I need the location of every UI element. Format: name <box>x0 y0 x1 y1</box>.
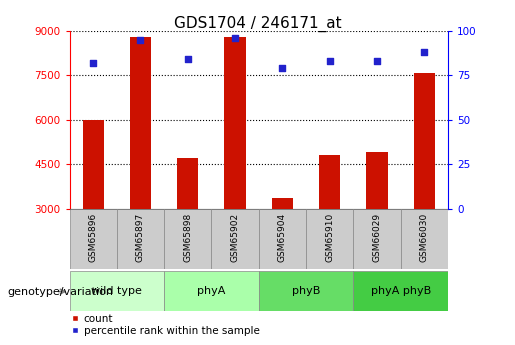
Text: GSM65904: GSM65904 <box>278 213 287 262</box>
Point <box>420 50 428 55</box>
Bar <box>306 209 353 269</box>
Text: GSM65902: GSM65902 <box>231 213 239 262</box>
Bar <box>414 72 435 209</box>
Bar <box>367 152 388 209</box>
Bar <box>259 271 353 310</box>
Bar <box>164 209 212 269</box>
Text: GSM65896: GSM65896 <box>89 213 98 262</box>
Text: GSM66029: GSM66029 <box>372 213 382 262</box>
Text: GSM66030: GSM66030 <box>420 213 429 262</box>
Text: GSM65910: GSM65910 <box>325 213 334 262</box>
Bar <box>164 271 259 310</box>
Point <box>184 57 192 62</box>
Text: GDS1704 / 246171_at: GDS1704 / 246171_at <box>174 16 341 32</box>
Bar <box>259 209 306 269</box>
Point <box>278 66 286 71</box>
Bar <box>225 37 246 209</box>
Bar <box>82 120 104 209</box>
Text: genotype/variation: genotype/variation <box>8 287 114 296</box>
Bar <box>401 209 448 269</box>
Text: GSM65897: GSM65897 <box>136 213 145 262</box>
Text: phyB: phyB <box>292 286 320 296</box>
Bar <box>130 37 151 209</box>
Point <box>231 36 239 41</box>
Text: wild type: wild type <box>91 286 142 296</box>
Bar <box>70 209 117 269</box>
Bar <box>212 209 259 269</box>
Point <box>136 37 145 43</box>
Text: GSM65898: GSM65898 <box>183 213 192 262</box>
Legend: count, percentile rank within the sample: count, percentile rank within the sample <box>67 309 264 340</box>
Point <box>325 59 334 64</box>
Bar <box>117 209 164 269</box>
Bar <box>70 271 164 310</box>
Bar <box>319 155 340 209</box>
Bar <box>272 198 293 209</box>
Point <box>89 60 97 66</box>
Text: phyA: phyA <box>197 286 226 296</box>
Bar <box>353 209 401 269</box>
Bar <box>177 158 198 209</box>
Text: phyA phyB: phyA phyB <box>371 286 431 296</box>
Point <box>373 59 381 64</box>
Bar <box>353 271 448 310</box>
